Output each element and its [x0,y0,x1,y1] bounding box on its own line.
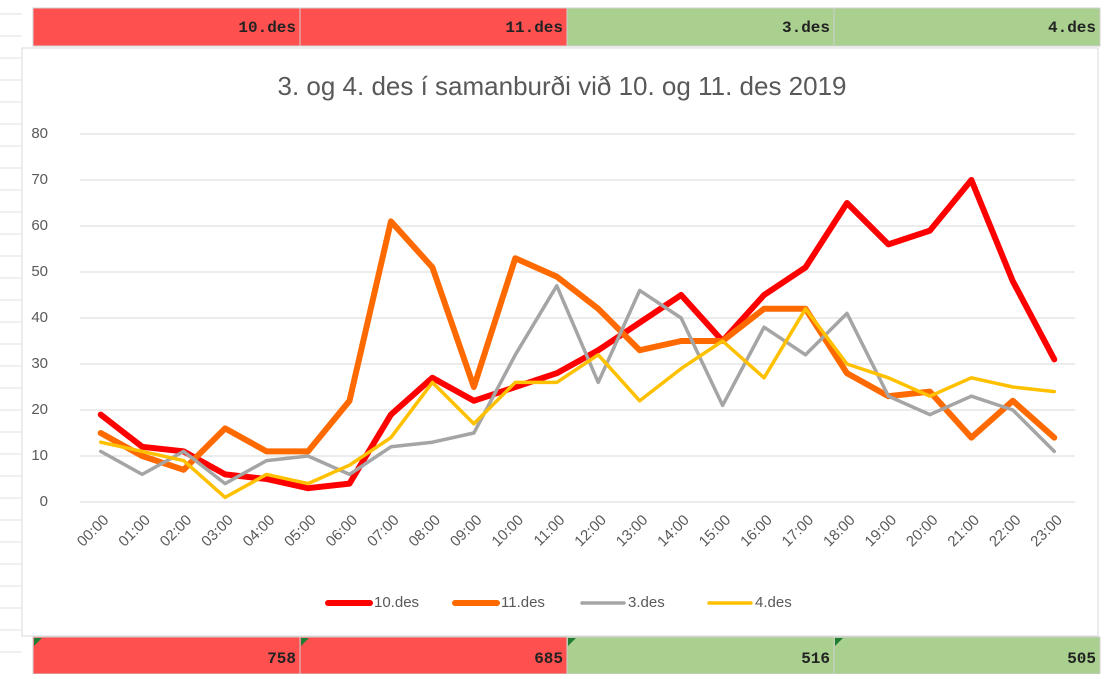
y-tick-label: 60 [31,217,48,234]
total-cell [566,636,835,675]
cell-marker [34,638,42,646]
cell-marker [568,638,576,646]
header-label: 4.des [1048,19,1096,37]
series-line [97,218,1058,473]
total-cell [299,636,568,675]
header-cell [833,7,1101,47]
chart-area [21,47,1099,637]
total-cell [833,636,1101,675]
y-tick-label: 0 [40,493,48,510]
legend-label: 3.des [628,594,665,611]
cell-marker [835,638,843,646]
y-tick-label: 40 [31,309,48,326]
legend-label: 11.des [501,594,545,611]
y-tick-label: 70 [31,171,48,188]
total-cell [32,636,301,675]
cell-marker [301,638,309,646]
header-label: 10.des [238,19,296,37]
header-label: 3.des [782,19,830,37]
total-value: 505 [1067,650,1096,668]
header-cell [566,7,835,47]
total-value: 516 [801,650,830,668]
legend-label: 4.des [755,594,792,611]
y-tick-label: 10 [31,447,48,464]
y-tick-label: 80 [31,125,48,142]
series-line [98,307,1057,500]
y-tick-label: 20 [31,401,48,418]
total-value: 685 [534,650,563,668]
total-value: 758 [267,650,296,668]
legend-label: 10.des [374,594,419,611]
y-tick-label: 30 [31,355,48,372]
chart-title: 3. og 4. des í samanburði við 10. og 11.… [277,71,846,101]
series-line [98,284,1057,486]
header-label: 11.des [505,19,563,37]
y-tick-label: 50 [31,263,48,280]
